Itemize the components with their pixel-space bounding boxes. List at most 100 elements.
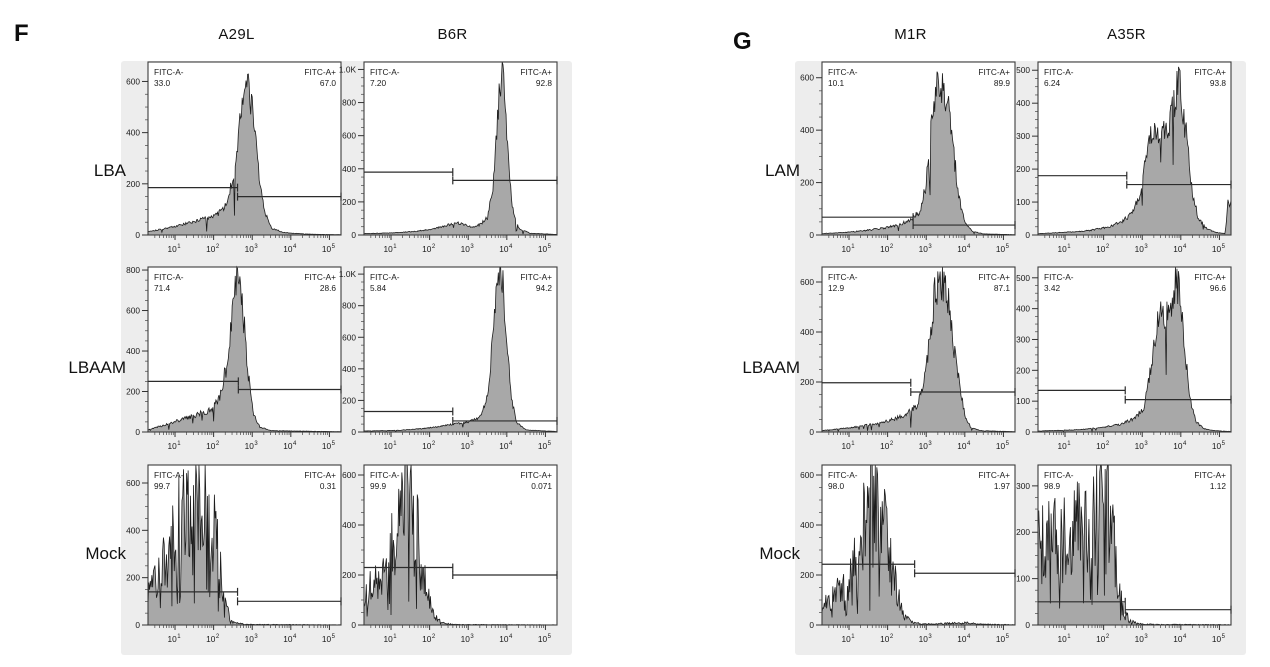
y-tick-label: 500 <box>1016 273 1030 283</box>
neg-marker-label: FITC-A- <box>1044 470 1074 480</box>
x-tick-label: 104 <box>957 244 971 254</box>
pos-percentage: 28.6 <box>320 283 337 293</box>
x-tick-label: 101 <box>1057 441 1071 451</box>
y-tick-label: 600 <box>342 470 356 480</box>
x-tick-label: 103 <box>461 244 475 254</box>
flow-histogram-svg: 0 200 400 600 800 1.0K 101 102 103 104 105 FITC-A-5… <box>339 266 558 451</box>
pos-marker-label: FITC-A+ <box>304 272 336 282</box>
x-tick-label: 102 <box>1096 244 1110 254</box>
x-tick-label: 103 <box>245 634 259 644</box>
x-tick-label: 102 <box>422 244 436 254</box>
x-tick-label: 105 <box>996 634 1010 644</box>
plot-G-Mock-M1R: 0 200 400 600 101 102 103 104 105 FITC-A- 98.0 FITC… <box>792 457 1034 657</box>
x-tick-label: 102 <box>880 441 894 451</box>
x-tick-label: 104 <box>957 634 971 644</box>
neg-percentage: 12.9 <box>828 283 845 293</box>
neg-marker-label: FITC-A- <box>370 67 400 77</box>
y-tick-label: 400 <box>342 364 356 374</box>
pos-percentage: 94.2 <box>536 283 553 293</box>
histogram-area <box>821 266 1016 433</box>
flow-histogram-svg: 0 100 200 300 400 500 101 102 103 104 105 FITC-A-6.… <box>1016 61 1232 254</box>
y-tick-label: 200 <box>1016 527 1030 537</box>
x-tick-label: 103 <box>1135 634 1149 644</box>
y-tick-label: 600 <box>126 76 140 86</box>
histogram-area <box>363 61 558 236</box>
x-tick-label: 105 <box>322 441 336 451</box>
y-tick-label: 200 <box>800 570 814 580</box>
plot-frame <box>821 61 1016 236</box>
plot-F-Mock-A29L: 0 200 400 600 101 102 103 104 105 FITC-A- 99.7 FITC… <box>118 457 360 657</box>
y-tick-label: 200 <box>342 395 356 405</box>
x-tick-label: 101 <box>841 634 855 644</box>
y-tick-label: 1.0K <box>339 269 357 279</box>
x-tick-label: 103 <box>919 244 933 254</box>
x-tick-label: 102 <box>206 441 220 451</box>
plot-frame <box>363 464 558 626</box>
histogram-area <box>821 464 1016 626</box>
pos-marker-label: FITC-A+ <box>1194 272 1226 282</box>
x-tick-label: 102 <box>422 441 436 451</box>
y-tick-label: 200 <box>1016 365 1030 375</box>
x-tick-label: 105 <box>1212 441 1226 451</box>
x-tick-label: 103 <box>461 441 475 451</box>
flow-histogram-svg: 0 200 400 600 101 102 103 104 105 FITC-A-10.1 FITC… <box>800 61 1016 254</box>
x-tick-label: 102 <box>206 634 220 644</box>
x-tick-label: 101 <box>167 244 181 254</box>
y-tick-label: 600 <box>800 277 814 287</box>
pos-marker-label: FITC-A+ <box>520 470 552 480</box>
plot-G-LBAAM-A35R: 0 100 200 300 400 500 101 102 103 104 105 FITC-A- 3.… <box>1008 259 1250 464</box>
y-tick-label: 100 <box>1016 574 1030 584</box>
x-tick-label: 105 <box>996 441 1010 451</box>
neg-percentage: 98.9 <box>1044 481 1061 491</box>
flow-histogram-svg: 0 200 400 600 101 102 103 104 105 FITC-A-98.0 FITC… <box>800 464 1016 644</box>
x-tick-label: 105 <box>538 634 552 644</box>
y-tick-label: 200 <box>342 197 356 207</box>
x-tick-label: 101 <box>1057 244 1071 254</box>
x-tick-label: 104 <box>283 441 297 451</box>
x-tick-label: 103 <box>461 634 475 644</box>
plot-frame <box>821 266 1016 433</box>
histogram-area <box>1037 266 1232 433</box>
pos-percentage: 1.12 <box>1210 481 1227 491</box>
plot-area <box>364 62 557 235</box>
pos-percentage: 93.8 <box>1210 78 1227 88</box>
plot-frame <box>363 61 558 236</box>
x-tick-label: 105 <box>538 441 552 451</box>
column-title-a35r: A35R <box>1107 26 1146 43</box>
x-tick-label: 101 <box>841 441 855 451</box>
histogram-area <box>1037 66 1232 236</box>
y-tick-label: 400 <box>1016 98 1030 108</box>
pos-percentage: 87.1 <box>994 283 1011 293</box>
column-title-b6r: B6R <box>437 26 468 43</box>
neg-marker-label: FITC-A- <box>154 470 184 480</box>
pos-marker-label: FITC-A+ <box>304 67 336 77</box>
y-tick-label: 0 <box>1025 620 1030 630</box>
y-tick-label: 400 <box>800 327 814 337</box>
y-tick-label: 600 <box>800 470 814 480</box>
neg-marker-label: FITC-A- <box>828 67 858 77</box>
flow-histogram-svg: 0 200 400 600 101 102 103 104 105 FITC-A-33.0 FITC… <box>126 61 342 254</box>
y-tick-label: 600 <box>126 306 140 316</box>
x-tick-label: 104 <box>1173 634 1187 644</box>
y-tick-label: 300 <box>1016 131 1030 141</box>
plot-G-LAM-M1R: 0 200 400 600 101 102 103 104 105 FITC-A- 10.1 FITC… <box>792 54 1034 267</box>
histogram-area <box>821 71 1016 236</box>
column-title-a29l: A29L <box>218 26 255 43</box>
y-tick-label: 200 <box>1016 164 1030 174</box>
neg-marker-label: FITC-A- <box>154 272 184 282</box>
neg-percentage: 33.0 <box>154 78 171 88</box>
x-tick-label: 103 <box>919 634 933 644</box>
panel-g-plots: 0 200 400 600 101 102 103 104 105 FITC-A- 10.1 FITC… <box>674 0 1270 667</box>
y-tick-label: 400 <box>126 525 140 535</box>
pos-percentage: 1.97 <box>994 481 1011 491</box>
panel-g: G M1R A35R LAM LBAAM Mock 0 200 400 600 101 1… <box>674 0 1270 667</box>
y-tick-label: 0 <box>809 620 814 630</box>
neg-marker-label: FITC-A- <box>1044 272 1074 282</box>
y-tick-label: 400 <box>126 128 140 138</box>
x-tick-label: 103 <box>245 244 259 254</box>
x-tick-label: 103 <box>245 441 259 451</box>
x-tick-label: 104 <box>1173 244 1187 254</box>
y-tick-label: 800 <box>126 265 140 275</box>
y-tick-label: 100 <box>1016 396 1030 406</box>
y-tick-label: 0 <box>809 427 814 437</box>
